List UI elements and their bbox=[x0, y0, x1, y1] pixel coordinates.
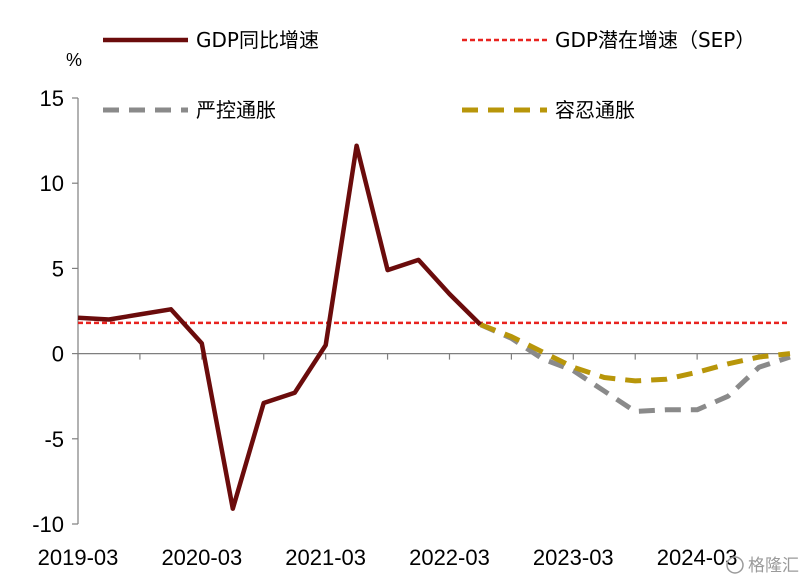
series-line-2 bbox=[479, 322, 791, 414]
watermark-text: 格隆汇 bbox=[748, 556, 799, 576]
y-tick-label: 15 bbox=[40, 86, 64, 111]
watermark: 格隆汇 bbox=[726, 556, 799, 576]
axes: -10 -5 0 5 10 15 2019-03 2020-03 2021-03 2022-03 2… bbox=[32, 86, 790, 570]
y-tick-label: -5 bbox=[44, 427, 64, 452]
series-line-3 bbox=[479, 322, 791, 384]
legend-label-0: GDP同比增速 bbox=[196, 28, 319, 52]
x-tick-label: 2019-03 bbox=[38, 545, 119, 570]
x-tick-label: 2023-03 bbox=[533, 545, 614, 570]
series-line-0 bbox=[77, 143, 482, 511]
y-tick-label: -10 bbox=[32, 512, 64, 537]
x-tick-label: 2022-03 bbox=[409, 545, 490, 570]
x-tick-label: 2024-03 bbox=[657, 545, 738, 570]
watermark-logo-icon bbox=[726, 556, 744, 574]
legend: GDP同比增速 GDP潜在增速（SEP） 严控通胀 容忍通胀 bbox=[103, 28, 755, 122]
legend-label-1: GDP潜在增速（SEP） bbox=[555, 28, 755, 52]
y-tick-label: 10 bbox=[40, 171, 64, 196]
legend-label-2: 严控通胀 bbox=[196, 98, 276, 122]
y-tick-label: 0 bbox=[52, 342, 64, 367]
x-tick-label: 2020-03 bbox=[161, 545, 242, 570]
series-layer bbox=[77, 143, 791, 511]
x-tick-label: 2021-03 bbox=[285, 545, 366, 570]
legend-label-3: 容忍通胀 bbox=[555, 98, 635, 122]
y-tick-label: 5 bbox=[52, 256, 64, 281]
unit-label: % bbox=[66, 50, 82, 70]
